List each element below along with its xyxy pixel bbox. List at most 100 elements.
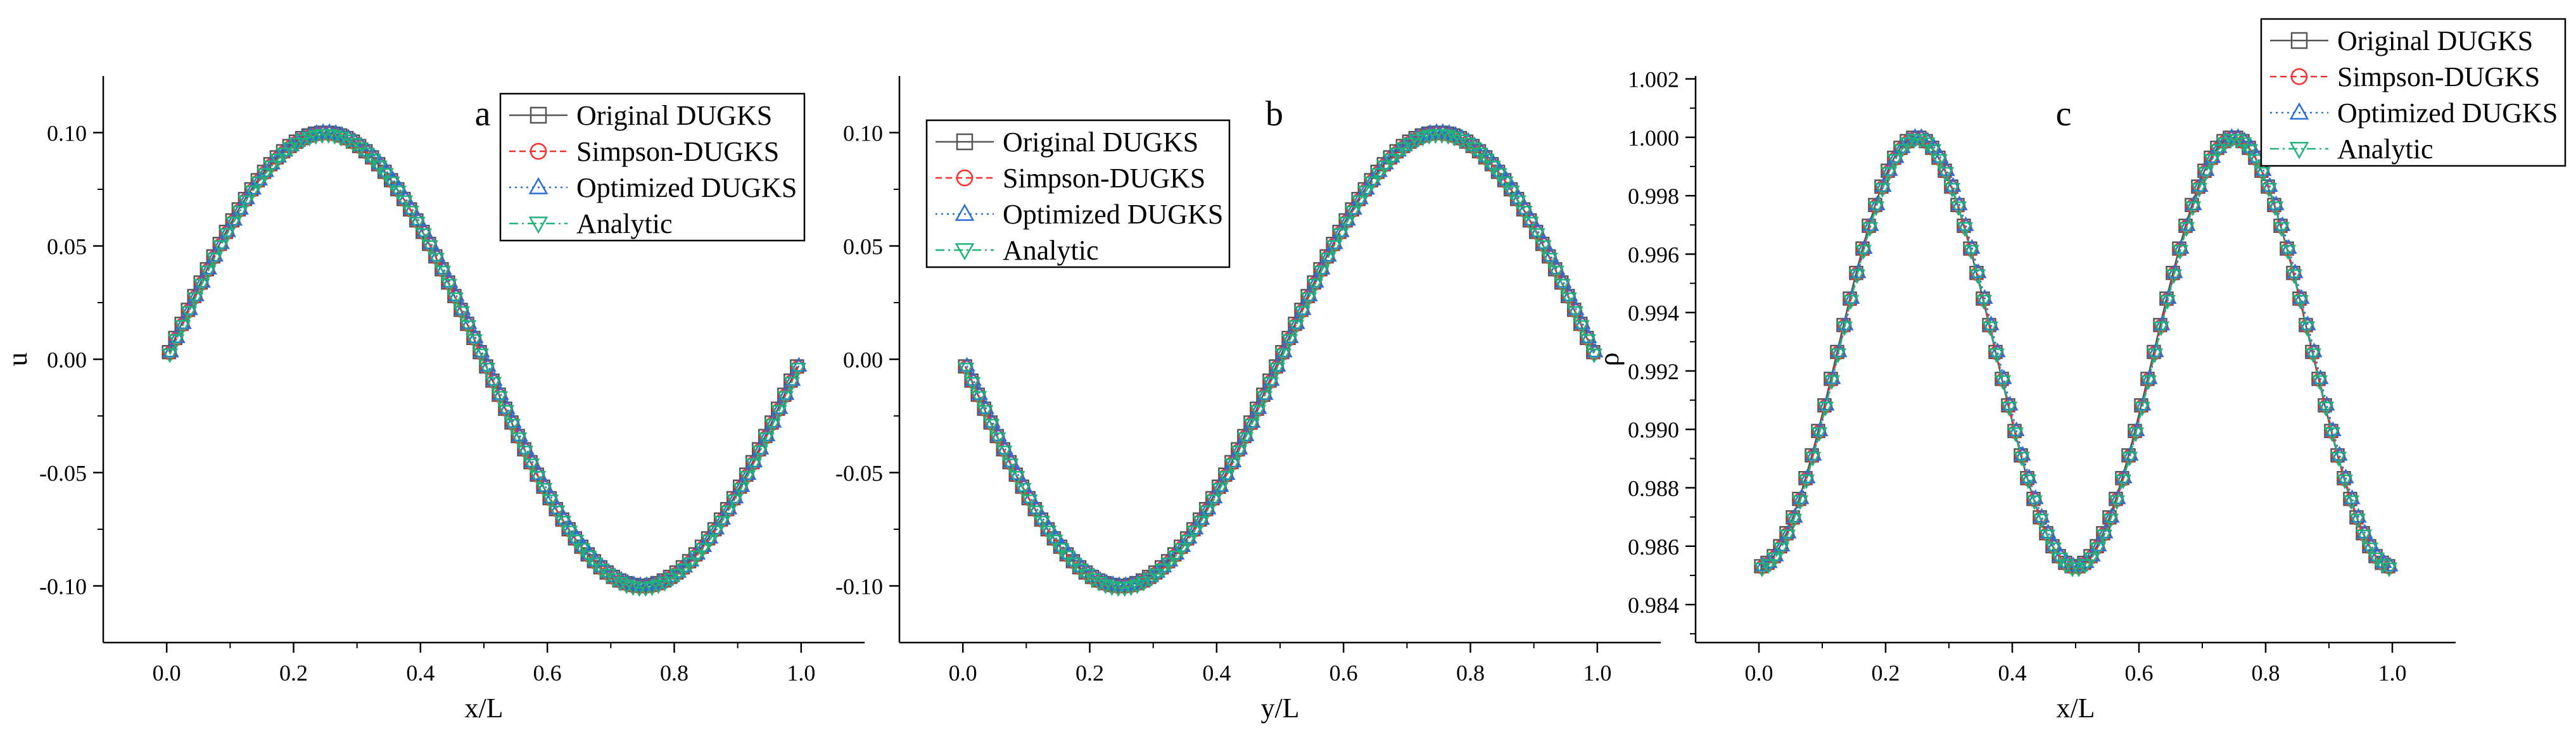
data-point <box>396 195 413 210</box>
data-point <box>1078 569 1095 584</box>
data-point <box>1217 470 1234 486</box>
data-point <box>1994 375 2012 391</box>
data-point <box>1484 160 1501 175</box>
series-line <box>1762 136 2391 567</box>
data-point <box>2355 529 2373 544</box>
data-point <box>174 320 191 336</box>
data-point <box>232 199 249 215</box>
data-point <box>657 570 675 586</box>
data-point <box>771 399 789 414</box>
data-point <box>625 581 642 596</box>
data-point <box>162 342 179 358</box>
y-tick-label: 0.992 <box>1628 359 1679 384</box>
data-point <box>530 470 547 486</box>
data-point <box>1938 161 1955 176</box>
data-point <box>2173 239 2190 254</box>
data-point <box>1141 573 1158 588</box>
data-point <box>421 240 438 255</box>
data-point <box>964 377 981 392</box>
data-point <box>510 432 528 448</box>
data-point <box>1817 401 1834 417</box>
data-point <box>1869 195 1886 211</box>
data-point <box>225 211 243 226</box>
data-point <box>1238 426 1255 442</box>
data-point <box>2190 182 2208 198</box>
data-point <box>2076 559 2094 574</box>
data-point <box>733 477 751 492</box>
x-tick-label: 0.6 <box>2125 660 2154 686</box>
data-point <box>2255 161 2272 176</box>
legend-box <box>499 92 806 242</box>
y-tick-label: 0.10 <box>47 121 87 146</box>
data-point <box>2154 315 2171 330</box>
data-point <box>1962 244 1980 260</box>
data-point <box>206 253 223 268</box>
data-point <box>2356 524 2373 539</box>
data-point <box>371 160 388 175</box>
data-point <box>1773 536 1791 552</box>
data-point <box>1193 510 1210 525</box>
data-point <box>1040 525 1057 541</box>
data-point <box>1249 405 1267 420</box>
data-point <box>1875 177 1892 192</box>
data-point <box>1383 153 1400 169</box>
data-point <box>1091 577 1108 592</box>
data-point <box>2325 421 2342 437</box>
data-point <box>784 371 801 386</box>
data-point <box>1753 562 1771 577</box>
data-point <box>1547 265 1564 280</box>
data-point <box>1345 199 1362 215</box>
legend-marker <box>2289 142 2309 160</box>
data-point <box>326 130 343 145</box>
legend-label: Simpson-DUGKS <box>576 136 779 167</box>
data-point <box>2336 474 2354 489</box>
data-point <box>765 413 782 428</box>
data-point <box>726 494 743 510</box>
data-point <box>213 234 230 249</box>
data-point <box>1943 182 1961 198</box>
data-point <box>181 300 198 315</box>
data-point <box>2311 375 2328 391</box>
y-tick-label: -0.05 <box>39 461 87 486</box>
data-point <box>727 488 744 504</box>
data-point <box>1950 201 1967 217</box>
data-point <box>1282 328 1299 344</box>
data-point <box>193 279 210 294</box>
data-point <box>434 265 452 280</box>
data-point <box>1376 160 1393 175</box>
data-point <box>1276 342 1293 358</box>
data-point <box>1824 369 1841 384</box>
x-tick-label: 1.0 <box>787 660 815 686</box>
data-point <box>778 385 795 400</box>
data-point <box>707 519 725 535</box>
data-point <box>2095 529 2113 544</box>
data-point <box>2083 552 2100 567</box>
data-point <box>2241 144 2259 160</box>
data-point <box>2027 489 2044 505</box>
data-point <box>2032 513 2050 529</box>
data-point <box>1924 144 1942 160</box>
data-point <box>1785 513 1803 529</box>
legend-marker <box>955 243 975 261</box>
data-point <box>1792 489 1810 505</box>
data-point <box>504 418 521 434</box>
y-tick-label: 0.05 <box>47 234 87 260</box>
data-point <box>2247 154 2265 169</box>
x-tick-label: 0.2 <box>279 660 308 686</box>
x-tick-label: 0.4 <box>1998 660 2027 686</box>
data-point <box>758 432 775 448</box>
data-point <box>1015 482 1032 498</box>
legend-label: Original DUGKS <box>2337 25 2533 56</box>
data-point <box>593 563 610 579</box>
data-point <box>1509 195 1526 210</box>
data-point <box>542 494 559 510</box>
data-point <box>1224 458 1241 474</box>
data-point <box>1850 263 1867 279</box>
legend-box <box>925 119 1231 268</box>
data-point <box>219 228 236 243</box>
data-point <box>2033 508 2050 523</box>
data-point <box>345 137 362 153</box>
data-point <box>2330 451 2347 467</box>
y-tick-label: 0.988 <box>1628 475 1679 501</box>
data-point <box>1135 577 1152 592</box>
